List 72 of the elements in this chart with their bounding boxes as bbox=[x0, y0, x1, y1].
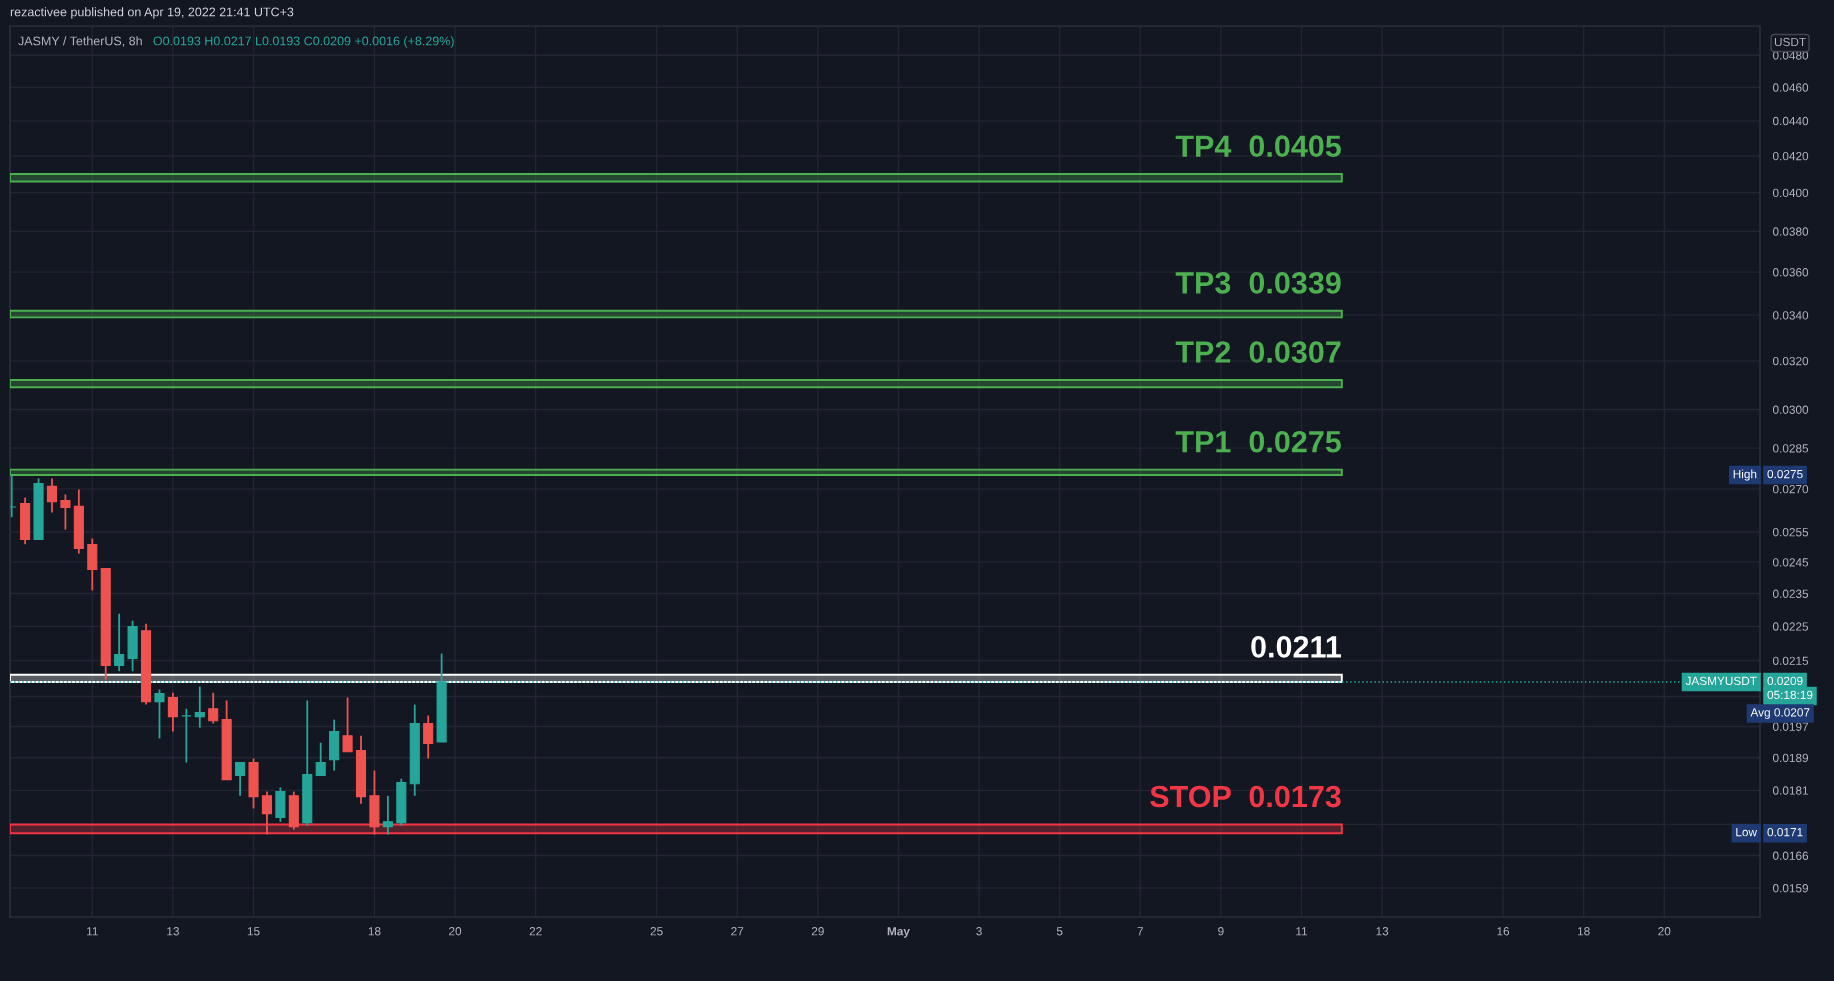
annotation: TP4 0.0405 bbox=[1175, 135, 1341, 157]
candlestick bbox=[154, 688, 165, 740]
annotation: Low bbox=[1736, 828, 1758, 837]
y-tick-label: 0.0159 bbox=[1772, 884, 1809, 893]
y-tick-label: 0.0166 bbox=[1772, 851, 1809, 860]
y-tick-label: 0.0189 bbox=[1772, 753, 1809, 763]
text: O0.0193 H0.0217 L0.0193 C0.0209 +0.0016 (+8.29%) bbox=[153, 36, 454, 48]
candlestick bbox=[208, 691, 219, 725]
text: rezactivee published on Apr 19, 2022 21:41 UTC+3 bbox=[10, 7, 294, 19]
x-tick-label: 11 bbox=[1296, 927, 1308, 936]
candlestick bbox=[423, 714, 434, 760]
candlestick bbox=[342, 696, 353, 753]
candlestick bbox=[315, 741, 326, 777]
annotation: TP2 0.0307 bbox=[1175, 341, 1341, 363]
candlestick bbox=[194, 685, 205, 729]
annotation: TP3 0.0339 bbox=[1175, 272, 1341, 294]
text: 05:18:19 bbox=[1767, 690, 1813, 700]
y-tick-label: 0.0320 bbox=[1772, 356, 1809, 366]
text: 0.0209 bbox=[1767, 676, 1803, 686]
x-tick-label: May bbox=[887, 927, 910, 938]
text: 0.0171 bbox=[1767, 827, 1803, 837]
y-tick-label: 0.0245 bbox=[1772, 558, 1809, 567]
annotation: Avg 0.0207 bbox=[1750, 708, 1810, 719]
x-tick-label: 22 bbox=[529, 927, 542, 936]
candlestick bbox=[114, 612, 125, 673]
x-tick-label: 16 bbox=[1497, 927, 1510, 936]
x-tick-label: 29 bbox=[811, 927, 824, 936]
candlestick bbox=[46, 477, 58, 514]
text: JASMY / TetherUS, 8h bbox=[18, 36, 142, 47]
y-tick-label: 0.0360 bbox=[1772, 268, 1809, 277]
candlestick bbox=[382, 794, 393, 836]
x-tick-label: 15 bbox=[247, 927, 260, 936]
y-tick-label: 0.0181 bbox=[1772, 786, 1809, 795]
y-tick-label: 0.0270 bbox=[1772, 484, 1809, 494]
y-axis-title: USDT bbox=[1774, 37, 1806, 47]
x-tick-label: 3 bbox=[976, 927, 982, 936]
y-tick-label: 0.0235 bbox=[1772, 589, 1809, 598]
candlestick bbox=[60, 493, 71, 531]
y-tick-label: 0.0285 bbox=[1772, 444, 1809, 453]
x-tick-label: 20 bbox=[1658, 927, 1671, 936]
x-tick-label: 20 bbox=[449, 927, 462, 936]
y-tick-label: 0.0340 bbox=[1772, 311, 1809, 320]
annotation: STOP 0.0173 bbox=[1150, 785, 1341, 808]
x-tick-label: 13 bbox=[167, 927, 179, 936]
annotation: High bbox=[1733, 469, 1757, 481]
x-tick-label: 5 bbox=[1056, 927, 1063, 936]
annotation: 0.0211 bbox=[1251, 636, 1341, 658]
y-tick-label: 0.0197 bbox=[1772, 722, 1809, 731]
candlestick bbox=[235, 761, 246, 797]
candlestick bbox=[181, 707, 192, 764]
x-tick-label: 13 bbox=[1376, 927, 1389, 936]
y-tick-label: 0.0440 bbox=[1772, 116, 1809, 126]
text: 0.0275 bbox=[1767, 469, 1803, 479]
x-tick-label: 18 bbox=[368, 927, 381, 936]
x-tick-label: 7 bbox=[1137, 927, 1143, 936]
x-tick-label: 18 bbox=[1577, 927, 1590, 936]
x-tick-label: 27 bbox=[731, 927, 744, 936]
annotation: JASMYUSDT bbox=[1685, 676, 1757, 686]
y-tick-label: 0.0380 bbox=[1772, 227, 1809, 236]
x-tick-label: 11 bbox=[87, 927, 98, 936]
x-tick-label: 25 bbox=[650, 927, 663, 936]
y-tick-label: 0.0400 bbox=[1772, 188, 1809, 198]
x-tick-label: 9 bbox=[1218, 927, 1224, 936]
candlestick bbox=[261, 790, 273, 836]
y-tick-label: 0.0215 bbox=[1772, 656, 1809, 665]
y-tick-label: 0.0300 bbox=[1772, 405, 1809, 414]
annotation: TP1 0.0275 bbox=[1175, 430, 1341, 453]
y-tick-label: 0.0225 bbox=[1772, 622, 1809, 631]
candlestick bbox=[167, 691, 178, 733]
y-tick-label: 0.0255 bbox=[1772, 528, 1809, 537]
y-tick-label: 0.0460 bbox=[1772, 83, 1809, 92]
y-tick-label: 0.0420 bbox=[1772, 151, 1809, 161]
